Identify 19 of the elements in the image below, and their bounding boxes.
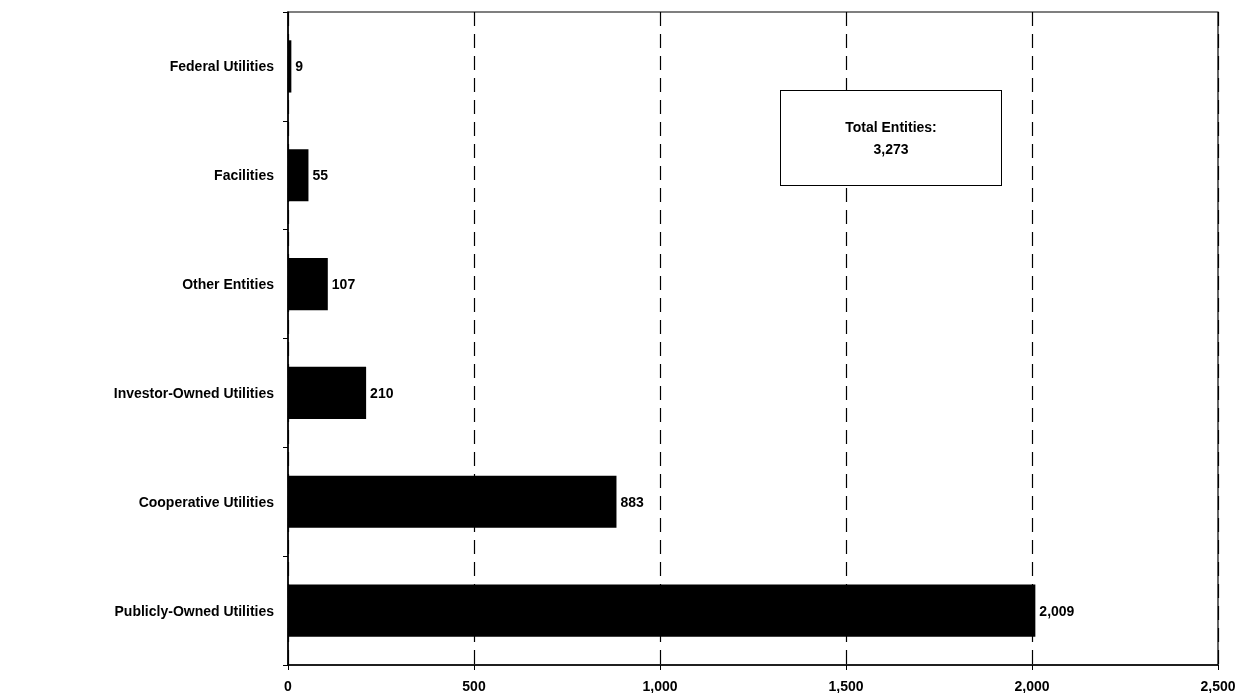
y-tick-label: Facilities	[214, 167, 275, 184]
x-tick-label: 2,000	[1014, 678, 1050, 693]
x-tick-label: 1,500	[828, 678, 864, 693]
y-tick-label: Publicly-Owned Utilities	[114, 602, 275, 619]
y-tick-label: Other Entities	[182, 276, 275, 293]
data-label: 883	[620, 493, 645, 510]
x-tick-label: 2,500	[1200, 678, 1236, 693]
data-label: 55	[312, 167, 329, 184]
y-tick-label: Investor-Owned Utilities	[113, 384, 275, 401]
data-label: 210	[370, 384, 394, 401]
x-tick-label: 500	[462, 678, 486, 693]
data-label: 107	[331, 276, 356, 293]
y-tick-label: Cooperative Utilities	[138, 493, 275, 510]
x-tick-label: 1,000	[642, 678, 678, 693]
data-label: 2,009	[1039, 602, 1075, 619]
y-tick-label: Federal Utilities	[169, 58, 275, 75]
text-box: Total Entities: 3,273	[780, 90, 1002, 186]
x-tick-label: 0	[284, 678, 293, 693]
data-label: 9	[295, 58, 304, 75]
